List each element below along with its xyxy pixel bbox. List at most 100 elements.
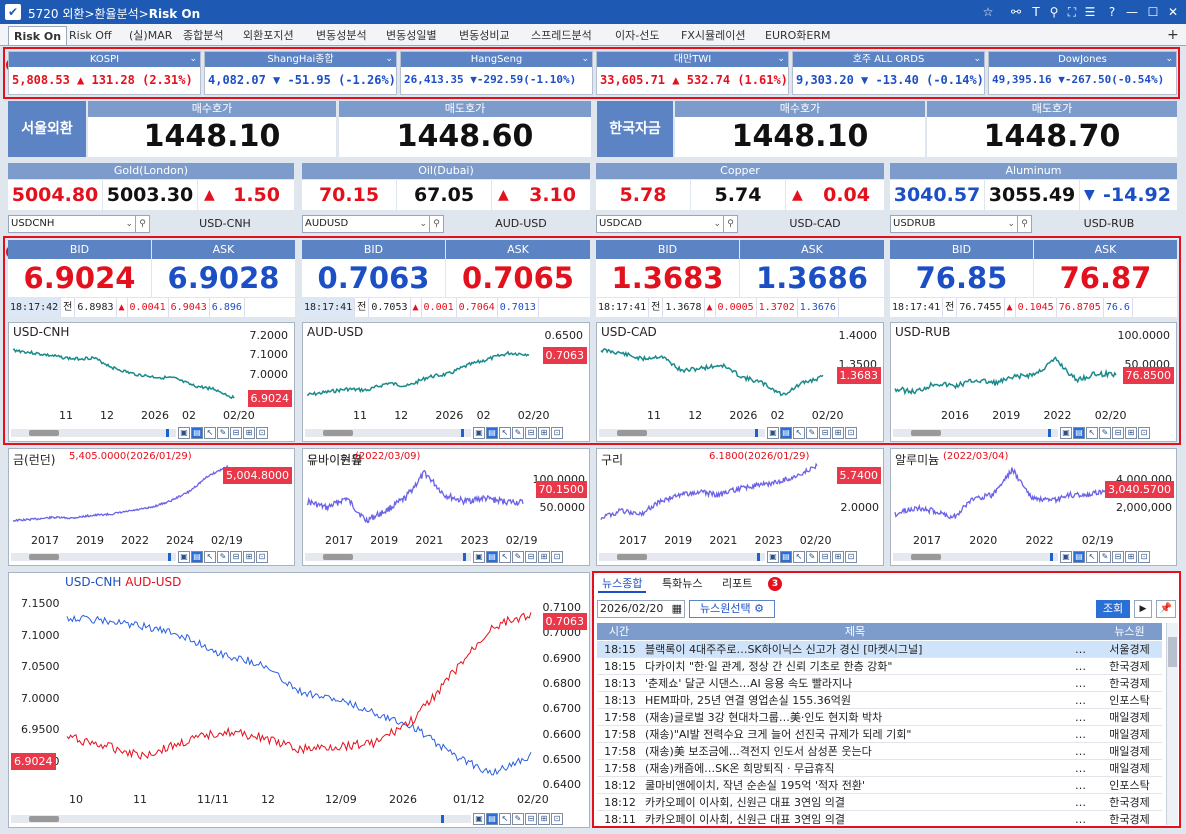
news-row[interactable]: 17:58 (재송)글로벌 3강 현대차그룹…美·인도 현지화 박차 … 매일경제: [597, 709, 1162, 726]
pen-icon[interactable]: ✎: [806, 551, 818, 563]
tab-risk-on[interactable]: Risk On: [8, 26, 68, 45]
news-row[interactable]: 18:13 HEM파마, 25년 연결 영업손실 155.36억원 … 인포스탁: [597, 692, 1162, 709]
news-row[interactable]: 18:15 블랙록이 4대주주로…SK하이닉스 신고가 경신 [마켓시그널] … 서울…: [597, 641, 1162, 658]
chart-scrollbar[interactable]: [305, 553, 471, 561]
cursor-icon[interactable]: ↖: [204, 551, 216, 563]
scroll-handle[interactable]: [1050, 553, 1053, 561]
zoom-out-icon[interactable]: ⊟: [819, 427, 831, 439]
scroll-handle[interactable]: [757, 553, 760, 561]
bookmark-icon[interactable]: ▣: [767, 427, 779, 439]
news-scrollbar[interactable]: [1166, 623, 1178, 825]
copper-chart[interactable]: 구리6.1800(2026/01/29)4.00002.000020172019…: [596, 448, 884, 566]
index-card-australia[interactable]: 호주 ALL ORDS ⌄ 9,303.20 ▼ -13.40 (-0.14%): [792, 51, 985, 95]
scroll-handle[interactable]: [463, 553, 466, 561]
tab-spread[interactable]: 스프레드분석: [531, 29, 592, 42]
play-icon[interactable]: ▶: [1134, 600, 1152, 618]
news-row[interactable]: 18:15 다카이치 "한·일 관계, 정상 간 신뢰 기초로 한층 강화" … 한국…: [597, 658, 1162, 675]
pen-icon[interactable]: ✎: [217, 427, 229, 439]
pair-select-usdcad[interactable]: USDCAD ⌄ ⚲: [596, 215, 738, 233]
news-search-button[interactable]: 조회: [1096, 600, 1130, 618]
chart-scrollbar[interactable]: [11, 815, 471, 823]
dropdown-icon[interactable]: ⌄: [777, 54, 785, 64]
chat-icon[interactable]: ▤: [486, 551, 498, 563]
scroll-handle[interactable]: [1048, 429, 1051, 437]
index-card-dowjones[interactable]: DowJones ⌄ 49,395.16 ▼-267.50(-0.54%): [988, 51, 1177, 95]
cursor-icon[interactable]: ↖: [499, 427, 511, 439]
chat-icon[interactable]: ▤: [191, 551, 203, 563]
scroll-thumb[interactable]: [617, 430, 647, 436]
expand-icon[interactable]: ⛶: [1067, 5, 1077, 19]
tab-news-report[interactable]: 리포트: [722, 577, 753, 590]
pair-select-usdcnh[interactable]: USDCNH ⌄ ⚲: [8, 215, 150, 233]
zoom-in-icon[interactable]: ⊞: [832, 551, 844, 563]
zoom-in-icon[interactable]: ⊞: [243, 551, 255, 563]
tab-volatility-daily[interactable]: 변동성일별: [386, 29, 437, 42]
zoom-out-icon[interactable]: ⊟: [525, 551, 537, 563]
bookmark-icon[interactable]: ▣: [767, 551, 779, 563]
pen-icon[interactable]: ✎: [1099, 427, 1111, 439]
tab-mar[interactable]: (실)MAR: [129, 29, 173, 42]
fit-icon[interactable]: ⊡: [845, 551, 857, 563]
cursor-icon[interactable]: ↖: [499, 551, 511, 563]
tab-overall[interactable]: 종합분석: [183, 29, 224, 42]
tab-euro-erm[interactable]: EURO화ERM: [765, 29, 831, 42]
bookmark-icon[interactable]: ▣: [473, 551, 485, 563]
tab-fx-simulation[interactable]: FX시뮬레이션: [681, 29, 746, 42]
zoom-in-icon[interactable]: ⊞: [538, 427, 550, 439]
chart-scrollbar[interactable]: [893, 553, 1058, 561]
scroll-handle[interactable]: [166, 429, 169, 437]
cursor-icon[interactable]: ↖: [793, 551, 805, 563]
news-date-field[interactable]: 2026/02/20 ▦: [597, 600, 685, 618]
scroll-thumb[interactable]: [29, 430, 59, 436]
news-row[interactable]: 17:58 (재송)캐즘에…SK온 희망퇴직 · 무급휴직 … 매일경제: [597, 760, 1162, 777]
zoom-out-icon[interactable]: ⊟: [525, 813, 537, 825]
pen-icon[interactable]: ✎: [512, 813, 524, 825]
help-icon[interactable]: ?: [1108, 5, 1116, 19]
zoom-out-icon[interactable]: ⊟: [230, 427, 242, 439]
bookmark-icon[interactable]: ▣: [1060, 551, 1072, 563]
chart-scrollbar[interactable]: [305, 429, 471, 437]
chat-icon[interactable]: ▤: [1073, 427, 1085, 439]
scroll-handle[interactable]: [441, 815, 444, 823]
bookmark-icon[interactable]: ▣: [178, 551, 190, 563]
chart-scrollbar[interactable]: [599, 429, 765, 437]
scroll-handle[interactable]: [755, 429, 758, 437]
chart-scrollbar[interactable]: [11, 429, 176, 437]
text-icon[interactable]: T: [1032, 5, 1040, 19]
tab-volatility-compare[interactable]: 변동성비교: [459, 29, 510, 42]
usdcnh-chart[interactable]: USD-CNH 7.2000 7.1000 7.0000 11 12 2026 02 02/20…: [8, 322, 295, 442]
index-card-kospi[interactable]: KOSPI ⌄ 5,808.53 ▲ 131.28 (2.31%): [8, 51, 201, 95]
fit-icon[interactable]: ⊡: [551, 813, 563, 825]
cursor-icon[interactable]: ↖: [1086, 551, 1098, 563]
bookmark-icon[interactable]: ▣: [473, 427, 485, 439]
scroll-handle[interactable]: [461, 429, 464, 437]
news-source-button[interactable]: 뉴스원선택 ⚙: [689, 600, 775, 618]
scroll-thumb[interactable]: [617, 554, 647, 560]
zoom-out-icon[interactable]: ⊟: [525, 427, 537, 439]
cursor-icon[interactable]: ↖: [793, 427, 805, 439]
search-icon[interactable]: ⚲: [723, 216, 737, 232]
scroll-thumb[interactable]: [29, 816, 59, 822]
usdrub-chart[interactable]: USD-RUB 100.0000 50.0000 2016 2019 2022 02/20 7…: [890, 322, 1177, 442]
chat-icon[interactable]: ▤: [780, 427, 792, 439]
bookmark-icon[interactable]: ▣: [473, 813, 485, 825]
audusd-chart[interactable]: AUD-USD 0.6500 11 12 2026 02 02/20 0.7063 ▣ ▤ ↖ ✎ ⊟ ⊞…: [302, 322, 590, 442]
scroll-thumb[interactable]: [323, 554, 353, 560]
fit-icon[interactable]: ⊡: [551, 551, 563, 563]
pen-icon[interactable]: ✎: [512, 551, 524, 563]
scroll-thumb[interactable]: [911, 554, 941, 560]
chat-icon[interactable]: ▤: [486, 813, 498, 825]
pair-select-usdrub[interactable]: USDRUB ⌄ ⚲: [890, 215, 1032, 233]
zoom-in-icon[interactable]: ⊞: [1125, 551, 1137, 563]
link-icon[interactable]: ⚯: [1010, 5, 1022, 19]
zoom-out-icon[interactable]: ⊟: [1112, 551, 1124, 563]
cursor-icon[interactable]: ↖: [1086, 427, 1098, 439]
fit-icon[interactable]: ⊡: [1138, 551, 1150, 563]
scroll-thumb[interactable]: [29, 554, 59, 560]
dropdown-icon[interactable]: ⌄: [973, 54, 981, 64]
star-icon[interactable]: ☆: [982, 5, 994, 19]
minimize-icon[interactable]: —: [1126, 5, 1138, 19]
usdcad-chart[interactable]: USD-CAD 1.4000 1.3500 11 12 2026 02 02/20 1.3683…: [596, 322, 884, 442]
news-row[interactable]: 18:12 쿨마비앤에이치, 작년 순손실 195억 '적자 전환' … 인포스탁: [597, 777, 1162, 794]
scroll-thumb[interactable]: [911, 430, 941, 436]
